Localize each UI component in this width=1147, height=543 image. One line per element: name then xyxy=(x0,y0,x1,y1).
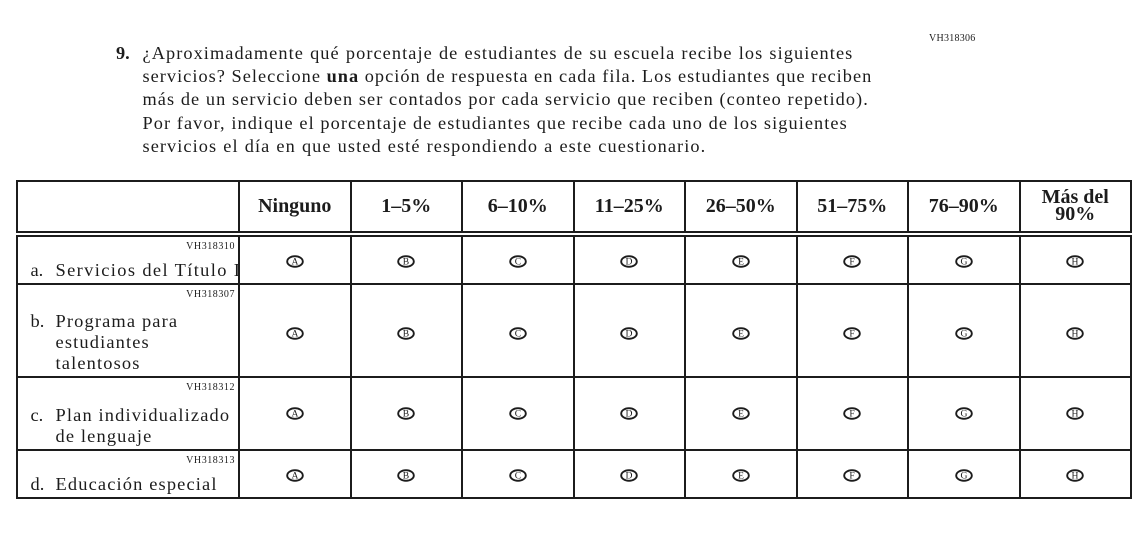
svg-text:F: F xyxy=(850,256,855,267)
svg-text:D: D xyxy=(626,409,633,420)
svg-text:A: A xyxy=(291,329,298,340)
svg-text:F: F xyxy=(850,471,855,482)
svg-text:E: E xyxy=(738,409,744,420)
svg-text:B: B xyxy=(403,409,409,420)
svg-text:H: H xyxy=(1072,256,1079,267)
svg-text:D: D xyxy=(626,329,633,340)
svg-text:G: G xyxy=(960,471,967,482)
svg-text:E: E xyxy=(738,256,744,267)
svg-text:E: E xyxy=(738,329,744,340)
svg-text:G: G xyxy=(960,329,967,340)
svg-text:C: C xyxy=(515,471,521,482)
svg-text:H: H xyxy=(1072,409,1079,420)
svg-text:E: E xyxy=(738,471,744,482)
svg-text:H: H xyxy=(1072,471,1079,482)
svg-text:F: F xyxy=(850,329,855,340)
svg-text:B: B xyxy=(403,256,409,267)
svg-text:D: D xyxy=(626,471,633,482)
svg-text:F: F xyxy=(850,409,855,420)
svg-text:G: G xyxy=(960,409,967,420)
svg-text:G: G xyxy=(960,256,967,267)
svg-text:H: H xyxy=(1072,329,1079,340)
svg-text:A: A xyxy=(291,471,298,482)
svg-text:B: B xyxy=(403,329,409,340)
svg-text:A: A xyxy=(291,409,298,420)
svg-text:C: C xyxy=(515,329,521,340)
svg-text:C: C xyxy=(515,256,521,267)
svg-text:C: C xyxy=(515,409,521,420)
svg-text:B: B xyxy=(403,471,409,482)
svg-text:A: A xyxy=(291,256,298,267)
svg-text:D: D xyxy=(626,256,633,267)
